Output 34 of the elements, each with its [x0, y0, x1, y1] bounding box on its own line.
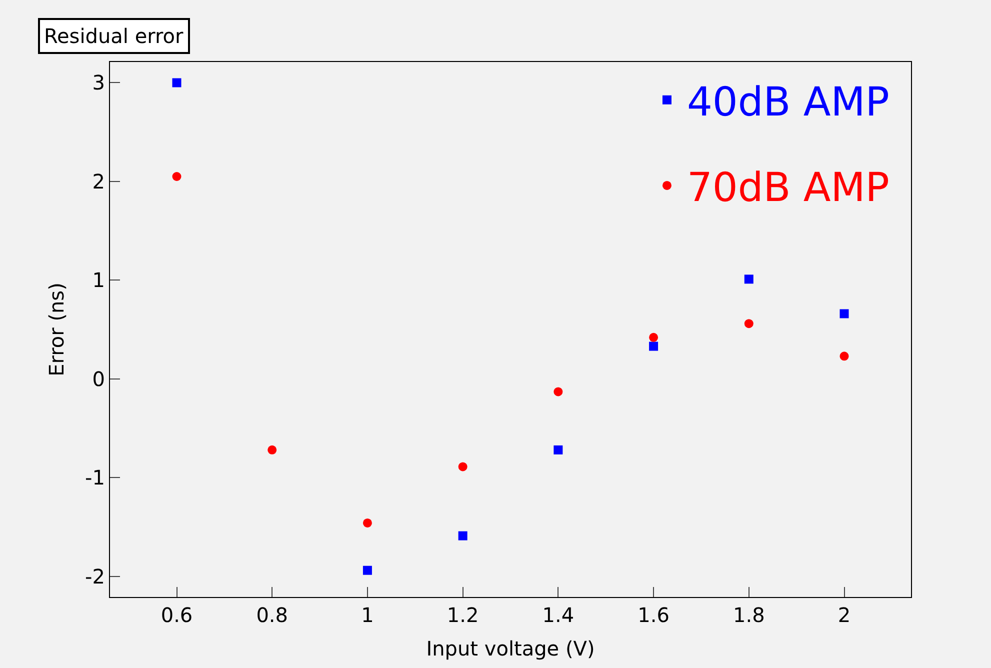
point: [172, 172, 182, 181]
legend-label: 70dB AMP: [686, 165, 890, 212]
point: [362, 518, 372, 528]
y-tick-label: 3: [92, 70, 105, 95]
point: [649, 332, 658, 342]
point: [268, 445, 277, 454]
x-tick-label: 0.8: [256, 603, 288, 627]
y-tick-label: 2: [92, 169, 105, 194]
x-tick-label: 1: [361, 603, 374, 627]
x-tick-label: 1.4: [542, 603, 574, 627]
point: [840, 309, 849, 318]
x-tick-label: 0.6: [160, 603, 193, 627]
x-axis-title: Input voltage (V): [426, 636, 595, 660]
chart-title: Residual error: [44, 24, 184, 48]
y-tick-label: 0: [92, 366, 105, 391]
legend-label: 40dB AMP: [686, 79, 890, 126]
y-axis-title: Error (ns): [44, 282, 69, 376]
point: [458, 531, 468, 540]
point: [172, 78, 182, 88]
point: [649, 342, 658, 351]
point: [554, 387, 563, 396]
y-tick-label: 1: [92, 268, 105, 292]
y-tick-label: -1: [85, 466, 105, 490]
point: [840, 352, 849, 361]
point: [744, 319, 754, 328]
x-tick-label: 1.6: [638, 603, 670, 627]
point: [362, 566, 372, 575]
x-tick-label: 2: [838, 603, 851, 627]
point: [458, 462, 468, 472]
point: [554, 445, 563, 454]
x-tick-label: 1.2: [446, 603, 479, 627]
point: [744, 274, 754, 284]
y-tick-label: -2: [85, 564, 105, 588]
x-tick-label: 1.8: [732, 603, 765, 627]
